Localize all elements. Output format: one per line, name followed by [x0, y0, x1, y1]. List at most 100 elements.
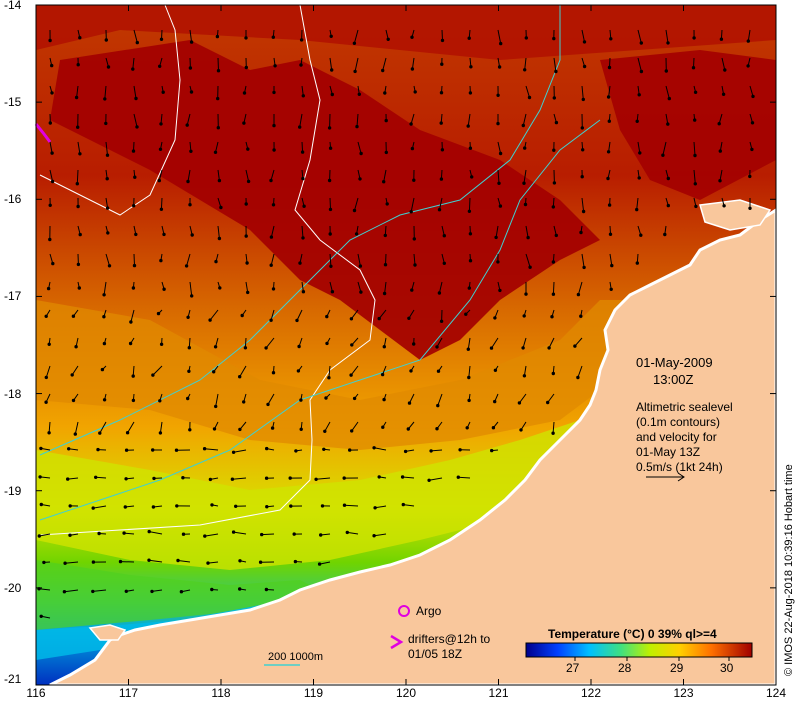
velocity-arrowhead: [265, 446, 269, 451]
velocity-arrowhead: [551, 292, 556, 296]
velocity-arrowhead: [135, 40, 140, 45]
velocity-arrowhead: [467, 375, 471, 380]
velocity-arrow: [265, 337, 275, 349]
velocity-arrowhead: [105, 177, 109, 181]
velocity-arrowhead: [131, 149, 136, 153]
velocity-arrow: [99, 421, 107, 434]
velocity-arrowhead: [50, 91, 54, 95]
velocity-arrowhead: [246, 147, 250, 151]
velocity-arrowhead: [244, 65, 249, 70]
velocity-arrowhead: [104, 38, 109, 42]
velocity-arrow: [186, 113, 191, 126]
drifters-label-line-1: drifters@12h to: [408, 632, 491, 646]
velocity-arrowhead: [352, 208, 357, 213]
velocity-arrowhead: [693, 118, 697, 122]
velocity-arrowhead: [579, 314, 583, 318]
velocity-arrow: [299, 113, 303, 128]
latitude-label: -21: [4, 672, 22, 686]
velocity-arrowhead: [37, 534, 41, 538]
velocity-arrowhead: [551, 260, 556, 264]
colorbar: [525, 642, 753, 658]
velocity-arrow: [215, 393, 219, 407]
velocity-arrow: [467, 337, 471, 350]
velocity-arrowhead: [524, 292, 528, 296]
velocity-arrowhead: [581, 97, 585, 102]
velocity-arrowhead: [330, 92, 334, 97]
velocity-arrow: [468, 365, 471, 378]
velocity-arrowhead: [230, 477, 235, 481]
velocity-arrowhead: [217, 178, 222, 183]
velocity-arrowhead: [212, 427, 217, 431]
velocity-arrowhead: [382, 397, 386, 402]
velocity-arrowhead: [330, 290, 335, 294]
velocity-arrowhead: [373, 506, 377, 510]
argo-marker: [398, 605, 410, 617]
velocity-arrow: [329, 57, 333, 71]
velocity-arrow: [354, 57, 359, 72]
velocity-arrowhead: [102, 293, 106, 297]
velocity-arrowhead: [102, 398, 107, 402]
latitude-label: -15: [4, 95, 22, 110]
velocity-arrowhead: [213, 150, 218, 155]
velocity-arrowhead: [377, 316, 381, 321]
velocity-arrowhead: [721, 92, 726, 97]
velocity-arrowhead: [300, 150, 305, 154]
velocity-arrow: [204, 448, 219, 451]
longitude-label: 122: [580, 686, 602, 700]
velocity-arrowhead: [345, 530, 349, 535]
velocity-arrowhead: [412, 178, 416, 182]
description-line-5: 0.5m/s (1kt 24h): [636, 460, 723, 474]
velocity-arrowhead: [216, 96, 220, 101]
velocity-arrow: [301, 225, 304, 238]
velocity-arrowhead: [751, 94, 755, 99]
velocity-arrowhead: [210, 503, 214, 507]
velocity-arrowhead: [124, 589, 129, 593]
velocity-arrowhead: [319, 533, 323, 537]
velocity-arrow: [93, 505, 107, 509]
velocity-arrowhead: [750, 121, 755, 125]
colorbar-ticks: [574, 657, 730, 661]
velocity-arrowhead: [610, 263, 614, 268]
velocity-arrowhead: [162, 287, 166, 291]
velocity-arrowhead: [409, 210, 413, 214]
velocity-arrowhead: [717, 122, 721, 126]
velocity-arrow: [328, 365, 331, 378]
velocity-arrowhead: [107, 264, 112, 268]
velocity-arrowhead: [189, 149, 193, 154]
velocity-arrows: [37, 29, 755, 619]
velocity-arrowhead: [466, 124, 470, 128]
velocity-arrow: [413, 253, 416, 266]
velocity-scale-arrow: [646, 472, 685, 482]
velocity-arrowhead: [301, 94, 305, 98]
velocity-arrowhead: [102, 341, 107, 346]
velocity-arrowhead: [231, 450, 236, 454]
velocity-arrowhead: [489, 346, 494, 350]
velocity-arrowhead: [295, 318, 299, 323]
velocity-arrow: [71, 365, 79, 376]
argo-label: Argo: [416, 604, 442, 618]
velocity-arrowhead: [522, 374, 527, 378]
velocity-arrowhead: [134, 232, 138, 237]
velocity-arrowhead: [526, 235, 530, 240]
velocity-arrowhead: [48, 237, 52, 242]
velocity-arrowhead: [439, 121, 443, 125]
velocity-arrow: [522, 337, 527, 349]
velocity-arrowhead: [271, 287, 276, 291]
velocity-arrowhead: [131, 67, 135, 71]
velocity-arrowhead: [582, 64, 587, 69]
velocity-arrow: [662, 141, 667, 156]
velocity-arrowhead: [288, 476, 292, 480]
velocity-arrow: [233, 531, 247, 535]
velocity-arrow: [693, 141, 696, 156]
velocity-arrow: [105, 253, 110, 266]
velocity-arrow: [217, 169, 220, 181]
velocity-arrowhead: [521, 123, 525, 128]
velocity-arrow: [357, 281, 362, 293]
velocity-arrowhead: [693, 182, 697, 186]
description-line-1: Altimetric sealevel: [636, 400, 733, 414]
velocity-arrowhead: [147, 558, 151, 562]
velocity-arrowhead: [413, 263, 417, 267]
velocity-arrowhead: [383, 233, 387, 238]
velocity-arrow: [232, 477, 247, 480]
velocity-arrow: [495, 225, 499, 238]
